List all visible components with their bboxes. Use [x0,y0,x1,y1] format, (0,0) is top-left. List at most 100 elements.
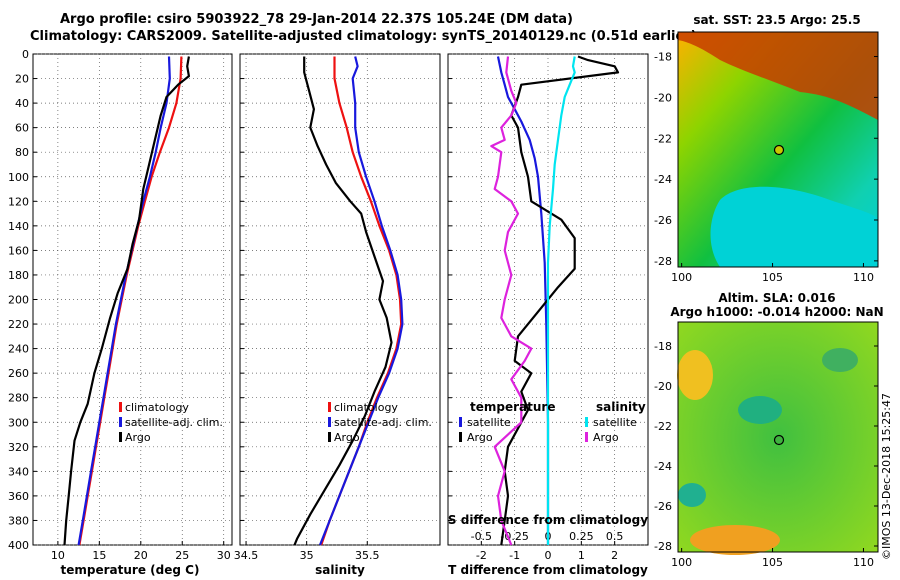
map-ytick-label: -20 [654,380,672,393]
legend-label-satellite-adj: satellite-adj. clim. [334,416,432,429]
series-line-satellite-adj-clim- [77,56,171,546]
sla-map-title-2: Argo h1000: -0.014 h2000: NaN [670,305,883,319]
sla-map: Altim. SLA: 0.016 Argo h1000: -0.014 h20… [654,291,884,569]
series-line-argo [293,56,393,546]
ytick-label: 380 [8,514,29,527]
legend-swatch-satellite-adj [328,417,331,427]
xtick-label: 15 [92,549,106,562]
series-line-argo [63,56,190,546]
ytick-label: 280 [8,392,29,405]
xtick-label: 10 [51,549,65,562]
xtick-label-s: 0.5 [606,530,624,543]
sst-map-frame [677,31,879,268]
map-ytick-label: -20 [654,91,672,104]
xtick-label-t: -2 [476,549,487,562]
xtick-label: 34.5 [234,549,259,562]
ytick-label: 160 [8,244,29,257]
sst-map: sat. SST: 23.5 Argo: 25.5 100 105 110 -18 -2… [654,13,879,284]
temperature-legend: climatology satellite-adj. clim. Argo [119,401,223,444]
xtick-label: 35 [300,549,314,562]
header-line-2: Climatology: CARS2009. Satellite-adjuste… [30,29,697,44]
legend-swatch-s-satellite [585,417,588,427]
xtick-label-s: -0.25 [500,530,528,543]
xtick-label: 20 [134,549,148,562]
legend-title-temperature: temperature [470,400,555,414]
header-line-1: Argo profile: csiro 5903922_78 29-Jan-20… [60,12,573,27]
map-ytick-label: -22 [654,420,672,433]
map-ytick-label: -26 [654,214,672,227]
sst-map-title: sat. SST: 23.5 Argo: 25.5 [693,13,860,27]
salinity-panel: 34.5 35 35.5 salinity climatology satellit… [234,53,441,577]
legend-label-argo: Argo [334,431,360,444]
xtick-label-t: 2 [611,549,618,562]
imos-credit: ©IMOS 13-Dec-2018 15:25:47 [880,393,893,560]
map-ytick-label: -26 [654,500,672,513]
map-ytick-label: -28 [654,255,672,268]
ytick-label: 120 [8,195,29,208]
map-xtick-label: 105 [762,271,783,284]
ytick-label: 340 [8,465,29,478]
map-ytick-label: -24 [654,173,672,186]
temperature-panel: 0 20 40 60 80 100 120 140 160 180 200 220 240 260 280 3… [8,48,233,577]
map-xtick-label: 105 [762,556,783,569]
salinity-xlabel: salinity [315,563,365,577]
legend-swatch-argo [119,432,122,442]
legend-label-climatology: climatology [334,401,398,414]
legend-swatch-climatology [328,402,331,412]
temperature-xlabel: temperature (deg C) [61,563,200,577]
series-line-t-satellite [496,56,550,545]
ytick-label: 360 [8,490,29,503]
sst-warm-region [678,32,878,120]
ytick-label: 180 [8,269,29,282]
ytick-label: 220 [8,318,29,331]
ytick-label: 0 [22,48,29,61]
map-xtick-label: 100 [671,556,692,569]
sla-low-blob [678,483,706,507]
legend-swatch-t-argo [459,432,462,442]
legend-swatch-t-satellite [459,417,462,427]
map-xtick-label: 110 [853,271,874,284]
legend-label-satellite-adj: satellite-adj. clim. [125,416,223,429]
legend-label-s-satellite: satellite [593,416,637,429]
legend-swatch-argo [328,432,331,442]
difference-legend: temperature satellite Argo salinity sate… [459,400,646,444]
ytick-label: 40 [15,97,29,110]
xtick-label-s: 0.25 [569,530,594,543]
sla-high-blob [690,525,780,555]
map-ytick-label: -18 [654,51,672,64]
map-xtick-label: 100 [671,271,692,284]
legend-label-argo: Argo [125,431,151,444]
series-line-t-argo [500,55,620,546]
legend-swatch-s-argo [585,432,588,442]
series-line-s-satellite [546,56,576,545]
ytick-label: 200 [8,294,29,307]
map-ytick-label: -22 [654,132,672,145]
difference-top-label: S difference from climatology [448,513,648,527]
sst-cool-region [710,186,878,267]
sla-map-title-1: Altim. SLA: 0.016 [718,291,835,305]
ytick-label: 100 [8,171,29,184]
legend-swatch-climatology [119,402,122,412]
legend-swatch-satellite-adj [119,417,122,427]
ytick-label: 80 [15,146,29,159]
series-line-satellite-adj-clim- [318,56,404,546]
difference-xlabel: T difference from climatology [448,563,648,577]
xtick-label-t: 0 [545,549,552,562]
sla-high-blob [677,350,713,400]
xtick-label-t: -1 [509,549,520,562]
ytick-label: 20 [15,73,29,86]
ytick-label: 260 [8,367,29,380]
map-ytick-label: -18 [654,340,672,353]
sla-map-frame [677,321,879,553]
legend-label-climatology: climatology [125,401,189,414]
xtick-label: 25 [175,549,189,562]
ytick-label: 60 [15,122,29,135]
ytick-label: 240 [8,343,29,356]
map-ytick-label: -28 [654,540,672,553]
xtick-label-t: 1 [578,549,585,562]
ytick-label: 400 [8,539,29,552]
xtick-label: 35.5 [355,549,380,562]
sla-argo-marker-icon [773,434,785,446]
ytick-label: 320 [8,441,29,454]
